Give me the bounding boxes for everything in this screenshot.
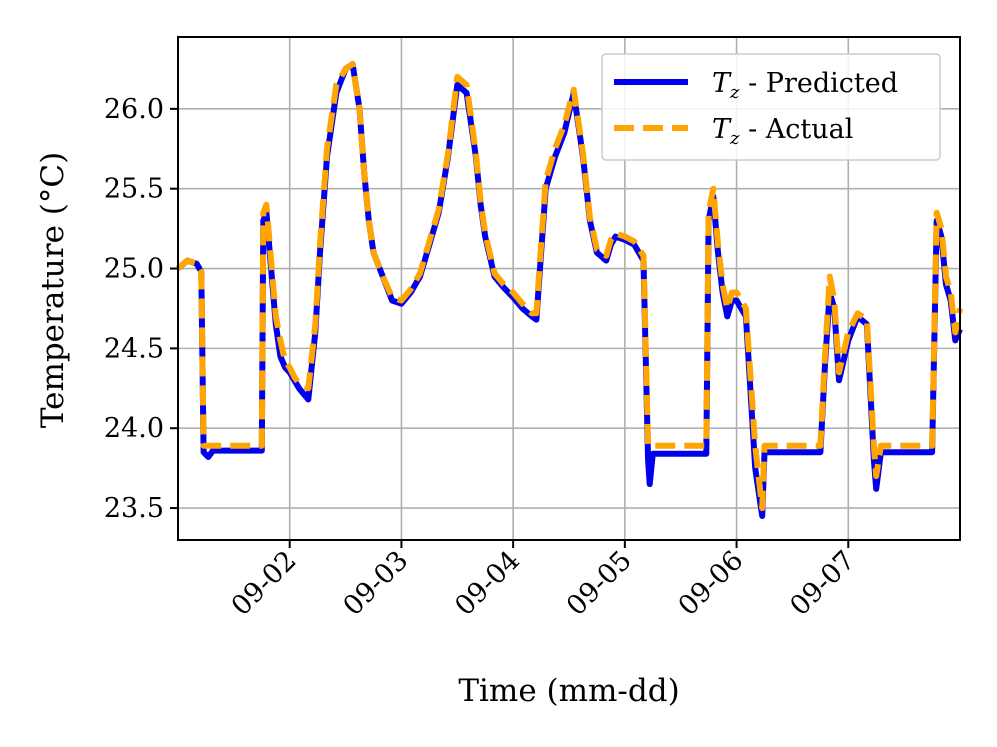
legend-symbol-predicted: T — [712, 68, 732, 99]
legend-label-actual: Tz - Actual — [712, 114, 853, 149]
legend-subscript-predicted: z — [729, 82, 740, 103]
grid-lines — [178, 37, 960, 540]
plot-frame — [177, 36, 961, 541]
legend-symbol-actual: T — [712, 114, 732, 145]
series-line-actual — [176, 61, 963, 512]
legend: Tz - Predicted Tz - Actual — [601, 53, 941, 161]
y-tick-label: 23.5 — [104, 493, 164, 524]
x-axis-title: Time (mm-dd) — [458, 673, 679, 709]
y-tick-label: 24.5 — [104, 333, 164, 364]
legend-text-predicted: - Predicted — [740, 68, 899, 99]
legend-text-actual: - Actual — [740, 114, 854, 145]
y-tick-label: 25.5 — [104, 174, 164, 205]
y-axis-ticks: 23.5 24.0 24.5 25.0 25.5 26.0 — [104, 94, 178, 524]
y-tick-label: 25.0 — [104, 254, 164, 285]
y-axis-title: Temperature (°C) — [35, 152, 71, 428]
legend-label-predicted: Tz - Predicted — [712, 68, 898, 103]
legend-subscript-actual: z — [729, 128, 740, 149]
y-tick-label: 24.0 — [104, 413, 164, 444]
y-tick-label: 26.0 — [104, 94, 164, 125]
series-layer — [176, 61, 963, 519]
